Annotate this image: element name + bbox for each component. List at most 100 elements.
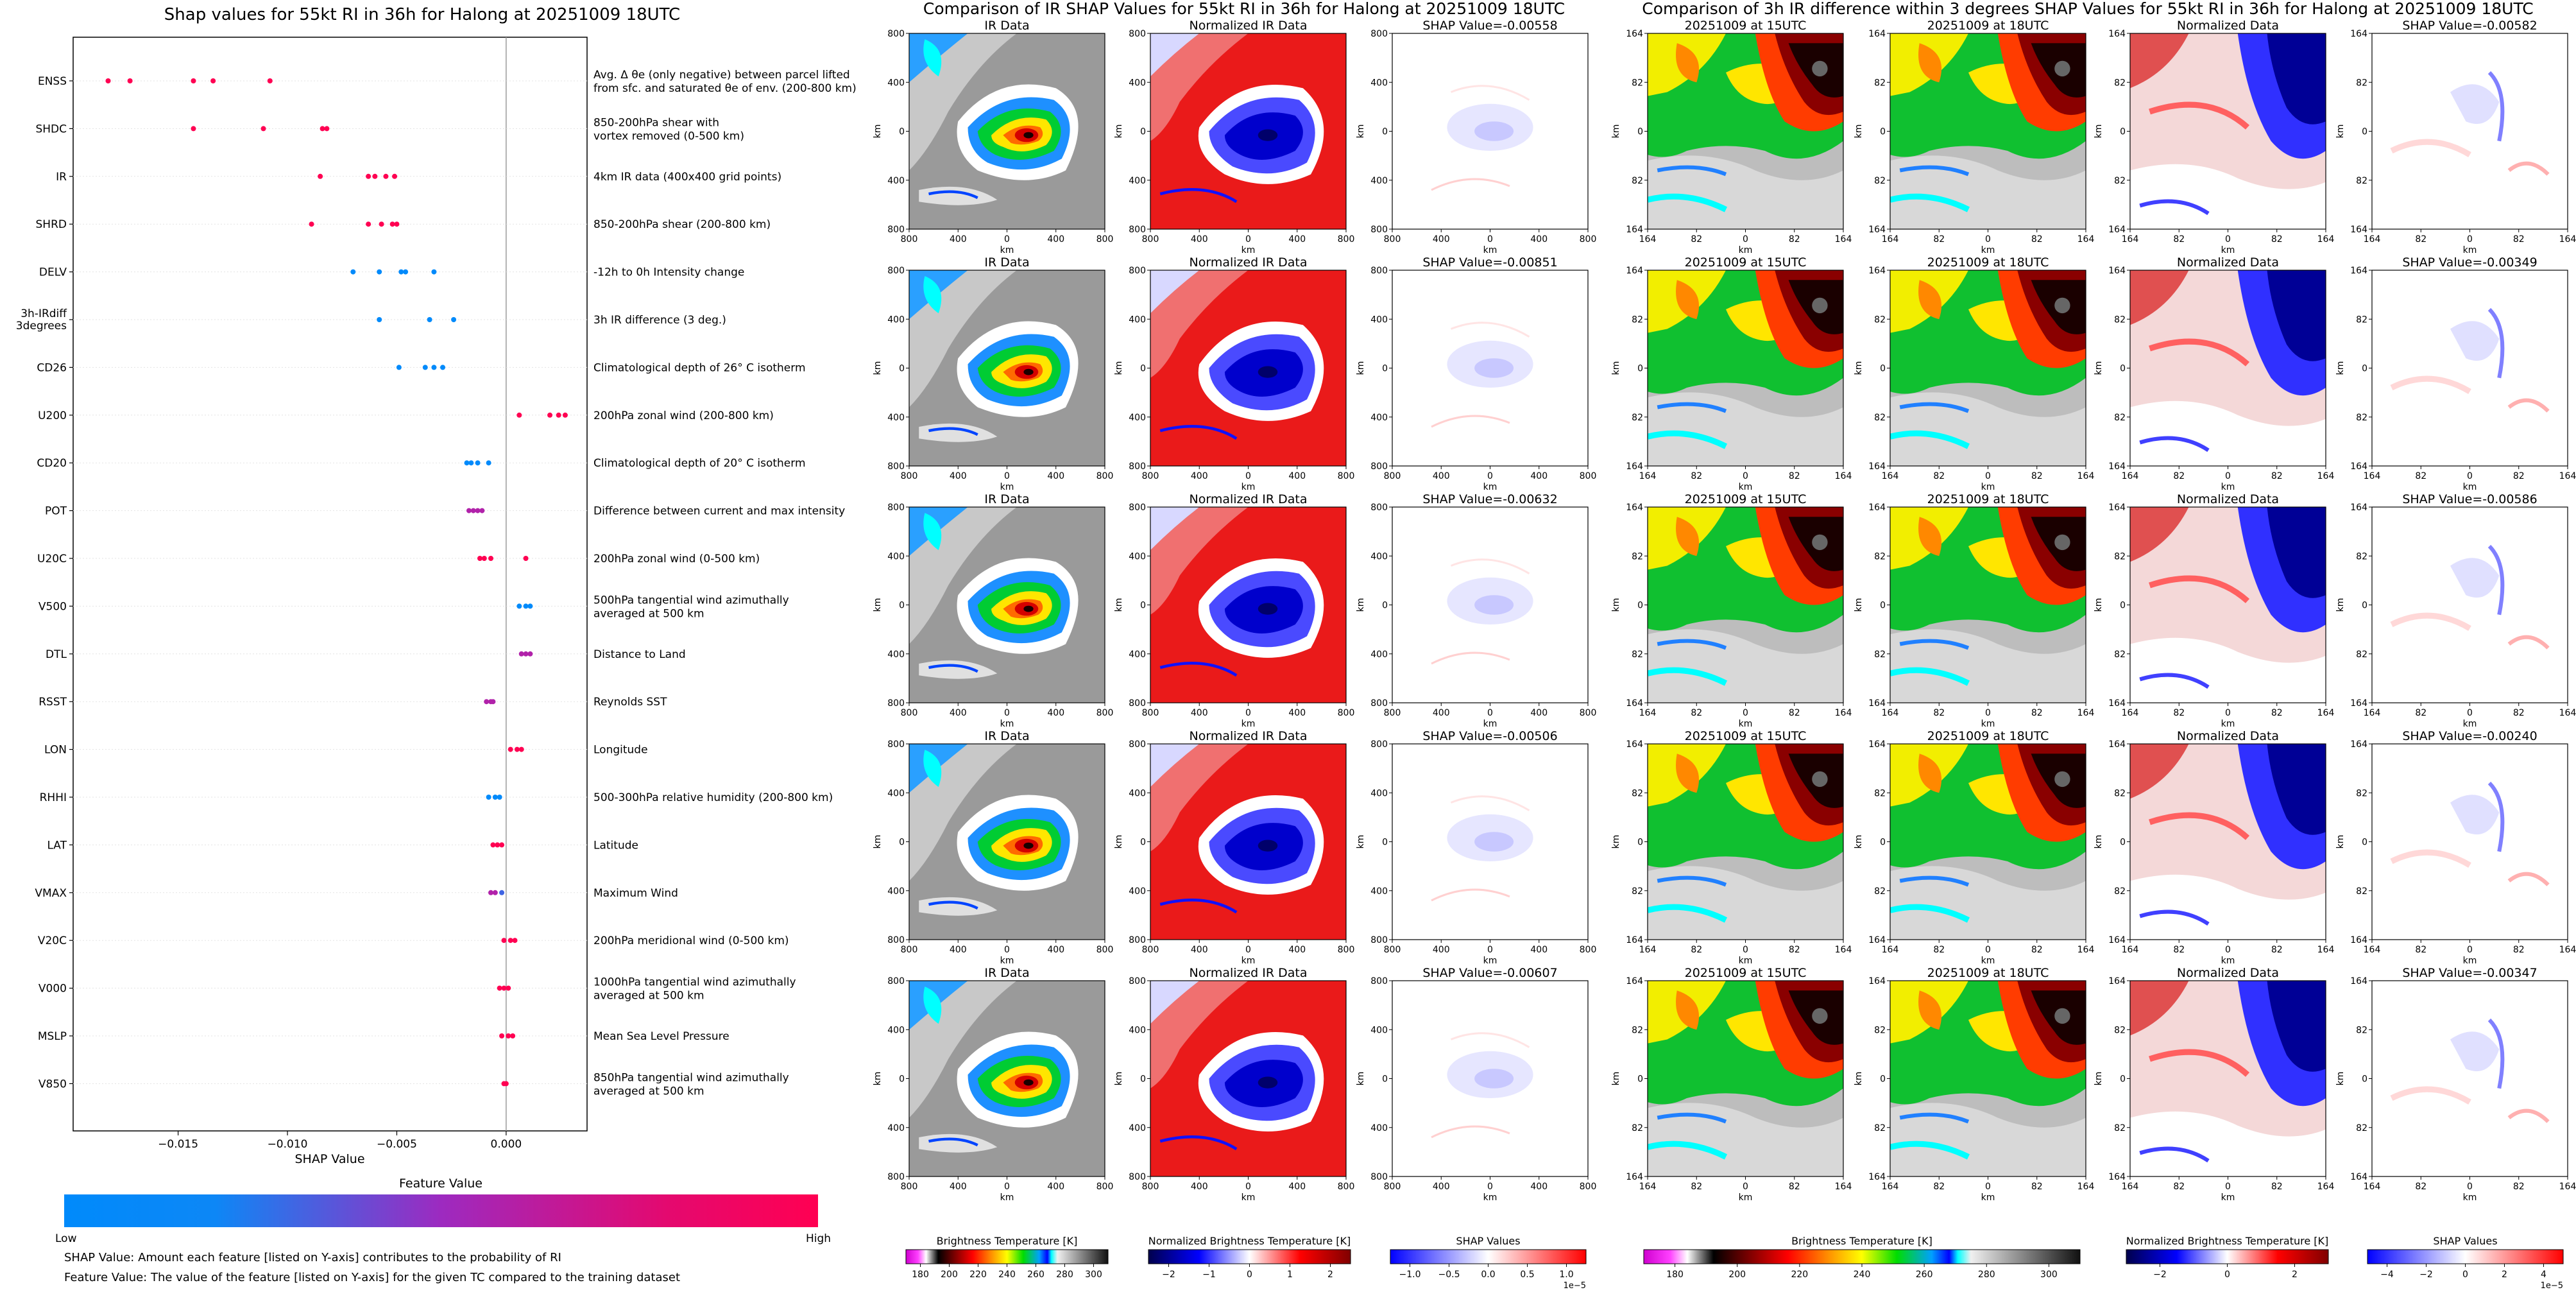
y-tick-label: 800 — [887, 698, 905, 709]
shap-point — [127, 78, 133, 83]
x-tick-label: 0 — [2225, 471, 2231, 481]
x-tick-label: −0.015 — [158, 1138, 198, 1151]
x-tick-label: 82 — [2271, 1182, 2283, 1192]
y-tick-label: 82 — [1874, 176, 1886, 186]
feature-label: V20C — [38, 935, 67, 947]
x-tick-label: 164 — [2364, 471, 2381, 481]
shap-point — [372, 173, 378, 179]
y-tick-label: 0 — [2120, 364, 2126, 374]
y-axis-label: km — [873, 361, 883, 375]
colorbar-tick-label: 0 — [2462, 1270, 2468, 1280]
y-tick-label: 164 — [2350, 29, 2367, 39]
y-tick-label: 164 — [1626, 976, 1643, 986]
y-tick-label: 164 — [2108, 976, 2126, 986]
mid-panel-image — [1392, 33, 1588, 229]
colorbar-tick-label: −1.0 — [1399, 1270, 1421, 1280]
y-axis-label: km — [1611, 598, 1621, 612]
x-tick-label: 800 — [1142, 945, 1159, 955]
y-tick-label: 800 — [1129, 461, 1146, 472]
x-tick-label: 400 — [1047, 945, 1064, 955]
y-axis-label: km — [1611, 835, 1621, 849]
x-tick-label: 82 — [1789, 708, 1800, 718]
y-tick-label: 800 — [1129, 503, 1146, 513]
x-tick-label: 164 — [1882, 234, 1899, 245]
x-tick-label: 400 — [1433, 471, 1450, 481]
y-tick-label: 800 — [1129, 225, 1146, 235]
right-panel-image — [2372, 270, 2568, 466]
x-tick-label: 800 — [1580, 945, 1597, 955]
x-tick-label: 82 — [2271, 234, 2283, 245]
y-axis-label: km — [1356, 1072, 1366, 1086]
colorbar — [1643, 1249, 2081, 1264]
x-axis-label: km — [1739, 719, 1753, 729]
y-tick-label: 0 — [2362, 838, 2367, 848]
y-tick-label: 400 — [1370, 788, 1388, 798]
feature-description: Difference between current and max inten… — [593, 505, 845, 518]
x-tick-label: 800 — [1096, 471, 1114, 481]
x-tick-label: 82 — [1933, 234, 1945, 245]
feature-description: Distance to Land — [593, 648, 686, 661]
y-tick-label: 400 — [1129, 1123, 1146, 1133]
colorbar-tick-label: 240 — [1854, 1270, 1871, 1280]
right-panel-title: SHAP Value=-0.00349 — [2402, 255, 2537, 270]
x-tick-label: 400 — [1191, 945, 1208, 955]
x-tick-label: 0 — [1985, 1182, 1991, 1192]
colorbar-tick-label: 2 — [1327, 1270, 1333, 1280]
y-tick-label: 0 — [1382, 127, 1388, 137]
y-tick-label: 82 — [1632, 176, 1643, 186]
right-panel-title: 20251009 at 15UTC — [1685, 19, 1807, 33]
x-tick-label: 82 — [2271, 945, 2283, 955]
x-tick-label: 164 — [1835, 234, 1852, 245]
colorbar-tick-label: 0.0 — [1481, 1270, 1495, 1280]
x-tick-label: 164 — [2122, 1182, 2139, 1192]
x-tick-label: 400 — [1047, 1182, 1064, 1192]
x-tick-label: 164 — [1835, 945, 1852, 955]
shap-point — [470, 508, 476, 513]
x-axis-label: km — [1000, 719, 1014, 729]
x-tick-label: 164 — [2559, 471, 2576, 481]
y-tick-label: 400 — [1129, 788, 1146, 798]
y-tick-label: 82 — [2356, 78, 2367, 88]
x-tick-label: 800 — [1096, 1182, 1114, 1192]
colorbar-tick-label: 280 — [1056, 1270, 1073, 1280]
colorbar-tick-label: 180 — [1666, 1270, 1684, 1280]
shap-point — [516, 412, 522, 418]
x-tick-label: 800 — [901, 1182, 918, 1192]
colorbar-title: Brightness Temperature [K] — [937, 1235, 1078, 1247]
colorbar — [1390, 1249, 1587, 1264]
x-tick-label: 164 — [1882, 945, 1899, 955]
mid-panel-image — [909, 981, 1105, 1176]
shap-point — [440, 365, 446, 370]
colorbar — [905, 1249, 1109, 1264]
mid-panel-image — [1150, 744, 1346, 940]
y-tick-label: 400 — [1370, 176, 1388, 186]
x-axis-label: km — [2463, 1193, 2477, 1203]
x-tick-label: 800 — [1338, 945, 1355, 955]
y-tick-label: 164 — [1868, 266, 1886, 276]
y-tick-label: 164 — [2350, 225, 2367, 235]
shap-point — [486, 795, 491, 800]
right-panel-title: Normalized Data — [2177, 966, 2279, 980]
x-tick-label: 800 — [1384, 1182, 1401, 1192]
shap-point — [431, 269, 437, 275]
x-axis-label: km — [1483, 719, 1497, 729]
y-tick-label: 800 — [1129, 29, 1146, 39]
shap-point — [562, 412, 568, 418]
mid-panel-image — [1150, 507, 1346, 703]
x-tick-label: 0 — [1743, 471, 1748, 481]
y-tick-label: 82 — [1874, 1025, 1886, 1035]
y-axis-label: km — [1356, 598, 1366, 612]
y-tick-label: 800 — [1370, 266, 1388, 276]
y-tick-label: 800 — [1129, 266, 1146, 276]
x-axis-label: km — [2221, 956, 2235, 966]
right-panel-image — [1890, 744, 2086, 940]
y-tick-label: 0 — [1140, 364, 1146, 374]
shap-point — [466, 508, 472, 513]
y-axis-label: km — [873, 598, 883, 612]
x-tick-label: 0 — [1985, 708, 1991, 718]
y-tick-label: 800 — [1370, 739, 1388, 750]
y-tick-label: 800 — [887, 935, 905, 945]
shap-point — [366, 221, 371, 227]
y-tick-label: 82 — [2356, 788, 2367, 798]
y-axis-label: km — [873, 835, 883, 849]
